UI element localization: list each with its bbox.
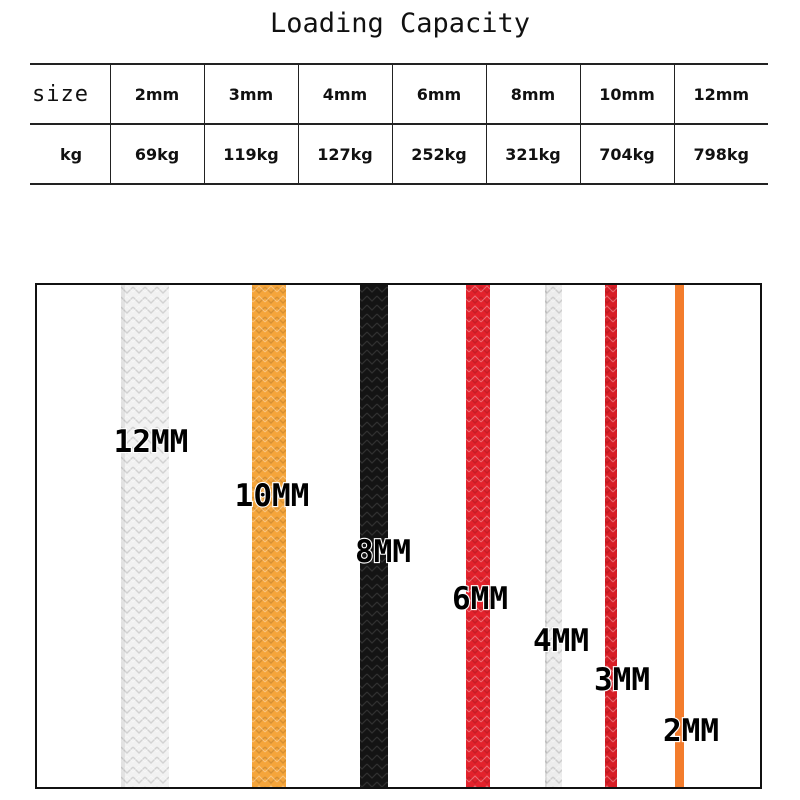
rope-label-4mm: 4MM — [533, 623, 589, 659]
kg-cell: 321kg — [485, 123, 580, 185]
rope-photo-svg: 12MM 10MM 8MM 6MM 4MM 3MM 2MM — [113, 285, 720, 787]
rope-12mm — [121, 285, 169, 787]
size-cell: 4mm — [297, 63, 392, 125]
rope-photo: 12MM 10MM 8MM 6MM 4MM 3MM 2MM — [35, 283, 762, 789]
rope-4mm — [545, 285, 562, 787]
kg-cell: 69kg — [109, 123, 204, 185]
rope-label-6mm: 6MM — [452, 581, 508, 617]
size-cell: 8mm — [485, 63, 580, 125]
kg-cell: 252kg — [391, 123, 486, 185]
page-title: Loading Capacity — [269, 8, 531, 39]
loading-capacity-table: size 2mm 3mm 4mm 6mm 8mm 10mm 12mm kg 69… — [30, 63, 768, 185]
size-cell: 2mm — [109, 63, 204, 125]
size-cell: 12mm — [673, 63, 768, 125]
rope-label-12mm: 12MM — [114, 424, 189, 460]
size-cell: 10mm — [579, 63, 674, 125]
rope-label-3mm: 3MM — [594, 662, 650, 698]
rope-6mm — [466, 285, 490, 787]
rope-8mm — [360, 285, 388, 787]
rope-2mm — [675, 285, 684, 787]
rope-label-2mm: 2MM — [663, 713, 719, 749]
kg-row: kg 69kg 119kg 127kg 252kg 321kg 704kg 79… — [30, 123, 768, 185]
size-row: size 2mm 3mm 4mm 6mm 8mm 10mm 12mm — [30, 63, 768, 125]
rope-3mm — [605, 285, 617, 787]
kg-cell: 127kg — [297, 123, 392, 185]
kg-cell: 119kg — [203, 123, 298, 185]
rope-label-10mm: 10MM — [235, 478, 310, 514]
kg-cell: 798kg — [673, 123, 768, 185]
kg-cell: 704kg — [579, 123, 674, 185]
rope-label-8mm: 8MM — [355, 534, 411, 570]
size-cell: 6mm — [391, 63, 486, 125]
rope-10mm — [252, 285, 286, 787]
size-cell: 3mm — [203, 63, 298, 125]
size-header: size — [30, 63, 110, 125]
kg-header: kg — [30, 123, 110, 185]
